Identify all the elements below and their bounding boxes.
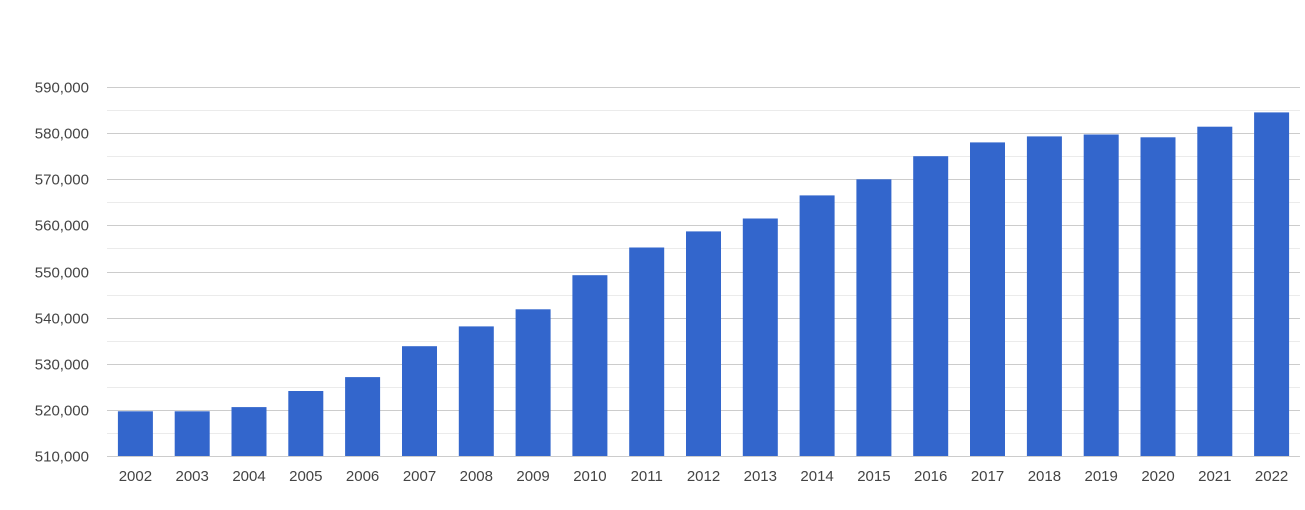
x-tick-label: 2010 [573, 468, 606, 485]
bar-2011 [629, 247, 665, 456]
bar-2007 [402, 346, 437, 456]
y-tick-label: 550,000 [35, 265, 89, 282]
bar-2006 [345, 377, 381, 456]
x-tick-label: 2008 [460, 468, 493, 485]
x-tick-label: 2022 [1255, 468, 1288, 485]
x-tick-label: 2019 [1085, 468, 1118, 485]
x-tick-label: 2018 [1028, 468, 1061, 485]
x-tick-label: 2009 [516, 468, 549, 485]
y-tick-label: 570,000 [35, 172, 89, 189]
x-tick-label: 2017 [971, 468, 1004, 485]
y-tick-label: 530,000 [35, 357, 89, 374]
y-tick-label: 560,000 [35, 218, 89, 235]
y-tick-label: 590,000 [35, 80, 89, 97]
x-tick-label: 2016 [914, 468, 947, 485]
y-tick-label: 540,000 [35, 311, 89, 328]
x-tick-label: 2020 [1141, 468, 1174, 485]
bar-2021 [1197, 126, 1233, 456]
bar-2013 [742, 218, 778, 456]
bar-2016 [913, 156, 949, 456]
x-tick-label: 2002 [119, 468, 152, 485]
x-tick-label: 2021 [1198, 468, 1231, 485]
x-axis: 2002 2003 2004 2005 2006 2007 2008 2009 2010 2011… [119, 468, 1289, 485]
bar-2002 [117, 411, 153, 456]
x-tick-label: 2003 [176, 468, 209, 485]
x-tick-label: 2012 [687, 468, 720, 485]
bar-2015 [856, 179, 892, 457]
x-tick-label: 2007 [403, 468, 436, 485]
x-tick-label: 2013 [744, 468, 777, 485]
bar-2008 [458, 326, 494, 456]
bar-2019 [1083, 134, 1119, 456]
bar-2003 [174, 411, 210, 456]
x-tick-label: 2006 [346, 468, 379, 485]
x-tick-label: 2014 [800, 468, 833, 485]
bar-2022 [1254, 112, 1290, 457]
bar-2005 [288, 391, 324, 456]
bar-2017 [970, 142, 1005, 456]
y-tick-label: 520,000 [35, 403, 89, 420]
x-tick-label: 2015 [857, 468, 890, 485]
y-tick-label: 510,000 [35, 449, 89, 466]
bars [117, 112, 1290, 457]
bar-2010 [572, 275, 608, 456]
x-tick-label: 2005 [289, 468, 322, 485]
y-tick-label: 580,000 [35, 126, 89, 143]
bar-2012 [686, 231, 721, 456]
bar-2018 [1026, 136, 1062, 456]
y-axis: 510,000 520,000 530,000 540,000 550,000 560,0… [35, 80, 89, 466]
x-tick-label: 2011 [631, 468, 663, 485]
bar-2014 [799, 195, 835, 456]
bar-2009 [515, 309, 551, 456]
x-tick-label: 2004 [232, 468, 265, 485]
bar-2020 [1140, 137, 1176, 457]
bar-2004 [231, 407, 267, 456]
